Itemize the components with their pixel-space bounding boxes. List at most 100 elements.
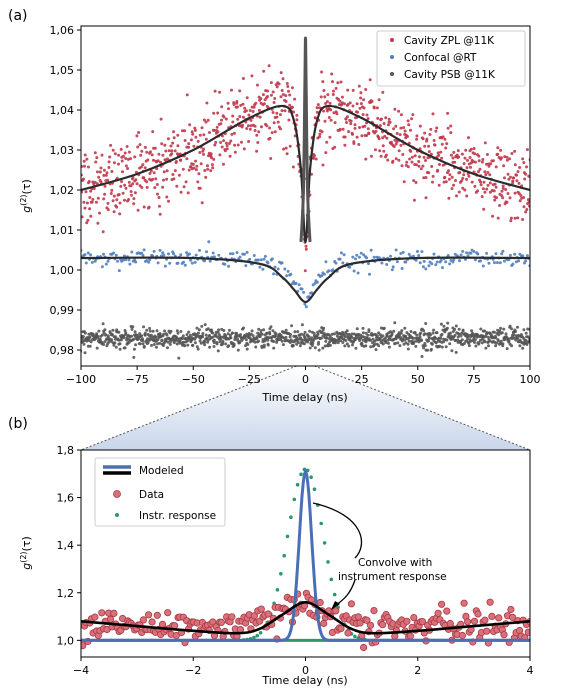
zpl-data-point — [346, 88, 350, 92]
zpl-data-point — [293, 97, 297, 101]
zpl-data-point — [519, 194, 523, 197]
data-point — [434, 609, 442, 617]
legend-instr-marker — [115, 513, 119, 517]
psb-data-point — [456, 335, 460, 339]
zpl-data-point — [455, 194, 458, 198]
confocal-data-point — [427, 264, 431, 268]
confocal-data-point — [414, 258, 418, 262]
zpl-data-point — [427, 150, 431, 154]
zpl-data-point — [166, 137, 170, 141]
data-point — [509, 613, 517, 622]
zpl-data-point — [467, 174, 471, 178]
psb-data-point — [438, 344, 442, 348]
zpl-data-point — [183, 129, 187, 133]
zpl-data-point — [191, 132, 195, 136]
zpl-data-point — [414, 163, 418, 167]
zpl-data-point — [88, 207, 92, 211]
psb-data-point — [364, 340, 368, 344]
confocal-data-point — [168, 261, 172, 265]
zpl-data-point — [477, 154, 481, 158]
psb-data-point — [398, 344, 402, 348]
zpl-data-point — [281, 77, 285, 81]
confocal-data-point — [324, 260, 328, 264]
instrument-response-point — [255, 633, 259, 638]
zpl-data-point — [392, 127, 396, 131]
psb-data-point — [131, 325, 135, 329]
zpl-data-point — [157, 152, 161, 156]
psb-data-point — [284, 335, 288, 339]
zpl-data-point — [229, 139, 233, 143]
psb-data-point — [288, 335, 292, 339]
confocal-data-point — [121, 258, 125, 262]
confocal-data-point — [163, 264, 167, 268]
zpl-data-point — [82, 159, 86, 163]
panel-a-plot-area — [81, 36, 530, 360]
data-point — [356, 619, 364, 627]
psb-data-point — [435, 331, 439, 335]
zpl-data-point — [384, 153, 388, 157]
zpl-data-point — [139, 165, 143, 169]
psb-data-point — [390, 333, 394, 337]
zpl-data-point — [265, 124, 269, 128]
psb-data-point — [208, 334, 211, 337]
confocal-data-point — [342, 253, 346, 257]
confocal-data-point — [179, 253, 183, 257]
psb-data-point — [88, 335, 92, 339]
zpl-data-point — [151, 177, 155, 181]
confocal-data-point — [465, 251, 469, 255]
zpl-data-point — [222, 162, 225, 166]
zpl-data-point — [446, 126, 450, 130]
zpl-data-point — [268, 136, 272, 140]
zpl-data-point — [430, 165, 434, 168]
zpl-data-point — [131, 182, 135, 186]
confocal-data-point — [459, 253, 463, 257]
psb-data-point — [459, 334, 463, 338]
psb-data-point — [203, 343, 207, 347]
psb-data-point — [345, 332, 349, 336]
psb-data-point — [164, 339, 168, 343]
psb-data-point — [133, 330, 137, 334]
confocal-data-point — [156, 261, 160, 265]
confocal-data-point — [188, 252, 191, 256]
psb-data-point — [439, 322, 443, 326]
zpl-data-point — [104, 173, 108, 177]
data-point — [110, 609, 118, 618]
psb-data-point — [422, 329, 426, 333]
zpl-data-point — [268, 126, 271, 130]
zpl-data-point — [315, 110, 319, 114]
zpl-data-point — [175, 184, 179, 188]
psb-data-point — [457, 327, 461, 331]
data-point — [524, 628, 530, 636]
zpl-data-point — [513, 191, 517, 195]
psb-data-point — [266, 343, 270, 347]
zpl-data-point — [515, 179, 519, 183]
zpl-data-point — [155, 183, 159, 186]
confocal-data-point — [348, 265, 352, 269]
zpl-data-point — [242, 147, 246, 151]
zpl-data-point — [381, 90, 385, 94]
zpl-data-point — [196, 180, 200, 184]
data-point — [481, 616, 489, 624]
zpl-data-point — [284, 94, 288, 98]
legend-label: Cavity PSB @11K — [404, 69, 496, 81]
zpl-data-point — [361, 113, 365, 116]
zpl-data-point — [480, 160, 484, 164]
panel-a-x-tick-label: −100 — [66, 373, 96, 386]
psb-data-point — [195, 345, 199, 349]
zpl-data-point — [304, 247, 308, 251]
confocal-data-point — [147, 260, 151, 264]
zpl-data-point — [364, 88, 368, 91]
zpl-data-point — [374, 148, 377, 152]
zpl-data-point — [120, 159, 124, 163]
psb-data-point — [141, 342, 145, 346]
zpl-data-point — [327, 116, 331, 119]
psb-data-point — [102, 343, 106, 346]
zpl-data-point — [526, 198, 530, 202]
confocal-data-point — [435, 260, 439, 264]
psb-data-point — [525, 343, 529, 346]
psb-data-point — [293, 330, 297, 334]
zpl-data-point — [248, 109, 252, 112]
data-point — [370, 606, 378, 615]
zpl-data-point — [192, 144, 196, 148]
zpl-data-point — [277, 82, 281, 86]
